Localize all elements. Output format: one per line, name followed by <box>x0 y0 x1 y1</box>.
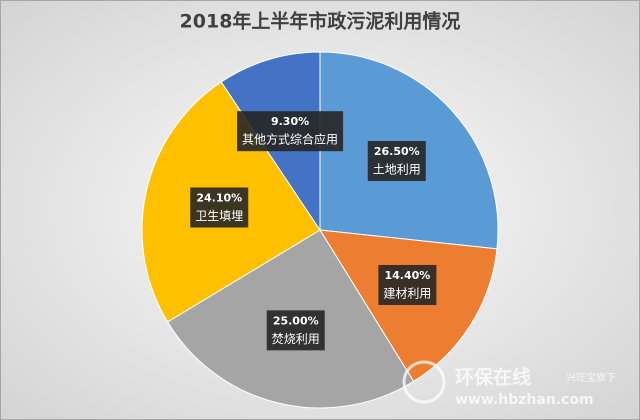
data-label-value: 9.30% <box>271 115 309 128</box>
data-label-box <box>237 111 344 152</box>
watermark-url: www.hbzhan.com <box>455 392 594 408</box>
watermark-brand: 环保在线 <box>455 366 531 389</box>
data-label: 14.40% 建材利用 <box>378 264 437 305</box>
pie-slice <box>319 229 498 383</box>
watermark-logo <box>402 360 446 404</box>
data-label-value: 25.00% <box>273 314 319 327</box>
data-label-value: 14.40% <box>384 269 430 282</box>
watermark: 环保在线 兴旺宝旗下 www.hbzhan.com <box>402 360 616 408</box>
data-label-value: 24.10% <box>196 191 242 204</box>
data-label-category: 其他方式综合应用 <box>242 132 338 147</box>
data-labels: 26.50% 土地利用 14.40% 建材利用 25.00% 焚烧利用 24.10% 卫生填埋… <box>190 111 437 351</box>
data-label-category: 焚烧利用 <box>272 332 320 346</box>
data-label: 26.50% 土地利用 <box>367 140 426 181</box>
data-label-box <box>190 187 249 228</box>
data-label-box <box>367 140 426 181</box>
data-label-category: 土地利用 <box>373 162 421 176</box>
data-label-value: 26.50% <box>374 145 420 158</box>
data-label: 25.00% 焚烧利用 <box>266 310 325 351</box>
data-label-category: 建材利用 <box>383 286 431 300</box>
data-label-category: 卫生填埋 <box>195 209 243 223</box>
data-label: 24.10% 卫生填埋 <box>190 187 249 228</box>
pie <box>141 51 499 409</box>
data-label-box <box>378 264 437 305</box>
data-label-box <box>266 310 325 351</box>
data-label: 9.30% 其他方式综合应用 <box>237 111 344 152</box>
chart-title: 2018年上半年市政污泥利用情况 <box>180 10 461 33</box>
watermark-tagline: 兴旺宝旗下 <box>566 371 616 384</box>
